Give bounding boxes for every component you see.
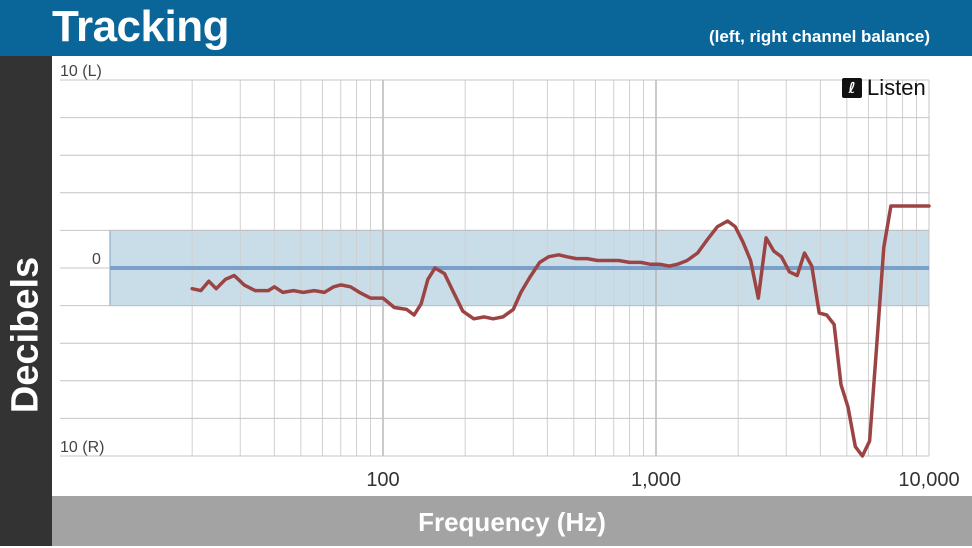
logo-text: Listen bbox=[867, 75, 926, 100]
x-tick-label: 1,000 bbox=[631, 469, 681, 491]
listen-logo: ℓ Listen bbox=[842, 75, 926, 100]
x-tick-label: 100 bbox=[366, 469, 399, 491]
chart-subtitle: (left, right channel balance) bbox=[708, 27, 930, 46]
chart-title: Tracking bbox=[52, 2, 229, 51]
x-tick-label: 10,000 bbox=[898, 469, 959, 491]
series-line-tracking bbox=[190, 204, 931, 458]
y-axis-label: Decibels bbox=[4, 256, 47, 414]
y-tick-label: 10 (R) bbox=[60, 439, 104, 456]
x-axis-label: Frequency (Hz) bbox=[418, 507, 606, 537]
y-axis-bar: Decibels bbox=[0, 56, 52, 546]
y-tick-label: 10 (L) bbox=[60, 63, 102, 80]
ear-icon: ℓ bbox=[842, 78, 862, 98]
chart-area: 10 (L) 0 10 (R) 100 1,000 10,000 bbox=[60, 63, 960, 491]
header-bar: Tracking (left, right channel balance) bbox=[0, 0, 972, 56]
y-tick-label: 0 bbox=[92, 251, 101, 268]
x-axis-bar: Frequency (Hz) bbox=[52, 496, 972, 546]
